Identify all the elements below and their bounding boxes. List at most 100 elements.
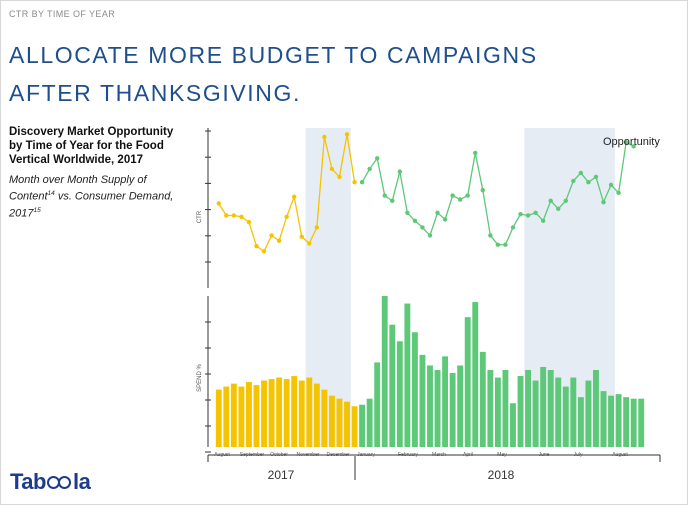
spend-bar-2017 [246, 382, 252, 447]
chart-description-subtitle: Month over Month Supply of Content14 vs.… [9, 173, 184, 220]
spend-bar-2018 [502, 369, 509, 447]
ctr-point-2018 [586, 180, 591, 185]
ctr-point-2017 [254, 243, 259, 249]
spend-bar-2018 [494, 377, 501, 447]
spend-bar-2017 [336, 398, 343, 447]
month-label: August [214, 452, 230, 458]
ctr-point-2018 [616, 190, 621, 196]
ctr-point-2017 [216, 201, 221, 206]
spend-bar-2018 [630, 398, 637, 447]
ctr-point-2018 [495, 242, 501, 247]
spend-bar-2018 [374, 362, 381, 447]
spend-bar-2018 [411, 332, 418, 447]
spend-bar-2018 [623, 397, 630, 447]
spend-bar-2017 [328, 395, 335, 447]
opportunity-band [524, 128, 615, 447]
ctr-point-2018 [457, 197, 463, 202]
spend-bar-2017 [351, 406, 358, 447]
ctr-point-2017 [269, 233, 274, 238]
month-label: October [270, 452, 288, 458]
headline-line-2: AFTER THANKSGIVING. [9, 80, 301, 106]
ctr-point-2018 [473, 150, 478, 156]
legend-label: Opportunity [603, 136, 660, 148]
spend-bar-2018 [427, 365, 433, 447]
spend-bar-2018 [540, 366, 547, 447]
ctr-point-2018 [556, 206, 561, 212]
spend-bar-2018 [396, 341, 403, 447]
spend-bar-2018 [389, 324, 396, 447]
ctr-point-2018 [465, 193, 470, 198]
spend-bar-2018 [442, 356, 449, 447]
ctr-point-2018 [427, 233, 433, 238]
ctr-point-2018 [540, 218, 546, 223]
spend-bar-2018 [359, 404, 366, 447]
spend-bar-2018 [547, 369, 554, 447]
ctr-point-2018 [503, 242, 508, 247]
ctr-point-2018 [374, 156, 380, 161]
spend-bar-2018 [381, 296, 388, 447]
month-label: February [398, 452, 419, 458]
ctr-point-2018 [435, 210, 440, 216]
ctr-point-2017 [261, 249, 267, 254]
logo-text-end: la [72, 469, 91, 494]
headline-line-1: ALLOCATE MORE BUDGET TO CAMPAIGNS [9, 42, 538, 68]
ctr-point-2017 [284, 214, 289, 219]
ctr-point-2018 [412, 218, 418, 223]
ctr-point-2018 [382, 193, 387, 198]
ctr-point-2017 [337, 174, 342, 180]
ctr-point-2018 [623, 140, 629, 145]
month-label: November [296, 452, 319, 458]
footnote-ref-14: 14 [47, 190, 55, 197]
month-label: January [357, 452, 375, 458]
spend-axis-label: SPEND % [197, 364, 203, 392]
subtitle-text-1: Month over Month Supply of Content [9, 174, 147, 203]
spend-bar-2017 [238, 386, 245, 447]
month-label: May [497, 452, 507, 458]
spend-bar-2018 [593, 369, 599, 447]
spend-bar-2017 [276, 377, 283, 447]
spend-bar-2017 [321, 389, 328, 447]
spend-bar-2018 [419, 354, 426, 447]
spend-bar-2018 [615, 394, 622, 447]
spend-bar-2018 [577, 397, 584, 447]
spend-bar-2018 [532, 380, 539, 447]
ctr-point-2018 [548, 198, 553, 204]
ctr-point-2018 [488, 233, 493, 238]
ctr-point-2018 [593, 174, 599, 180]
ctr-point-2018 [525, 213, 531, 218]
ctr-point-2018 [578, 170, 584, 176]
month-label: July [574, 452, 583, 458]
headline: ALLOCATE MORE BUDGET TO CAMPAIGNS AFTER … [9, 36, 569, 112]
spend-bar-2017 [306, 377, 313, 447]
ctr-point-2018 [631, 144, 636, 149]
footnote-ref-15: 15 [33, 206, 41, 214]
spend-bar-2017 [230, 383, 237, 447]
ctr-point-2018 [518, 211, 523, 217]
month-label: March [432, 452, 446, 458]
spend-bar-2017 [291, 376, 298, 447]
ctr-point-2018 [367, 166, 372, 172]
ctr-point-2017 [322, 134, 327, 140]
logo-double-o [46, 476, 72, 490]
spend-bar-2017 [261, 380, 267, 447]
ctr-point-2017 [352, 180, 357, 185]
ctr-point-2017 [231, 213, 237, 218]
year-label-2017: 2017 [268, 468, 295, 482]
month-label: June [539, 452, 550, 458]
ctr-point-2018 [480, 188, 486, 193]
spend-bar-2017 [215, 389, 222, 447]
spend-bar-2018 [472, 302, 479, 447]
ctr-point-2018 [510, 225, 516, 230]
ctr-point-2018 [571, 178, 576, 184]
spend-bar-2018 [366, 398, 373, 447]
ctr-point-2018 [397, 169, 403, 174]
spend-bar-2017 [298, 380, 305, 447]
spend-bar-2018 [570, 377, 577, 447]
spend-bar-2018 [585, 380, 592, 447]
ctr-point-2018 [405, 210, 410, 216]
ctr-axis-label: CTR [197, 210, 203, 223]
ctr-point-2017 [329, 166, 335, 172]
ctr-point-2017 [292, 194, 297, 200]
ctr-point-2018 [420, 225, 425, 230]
